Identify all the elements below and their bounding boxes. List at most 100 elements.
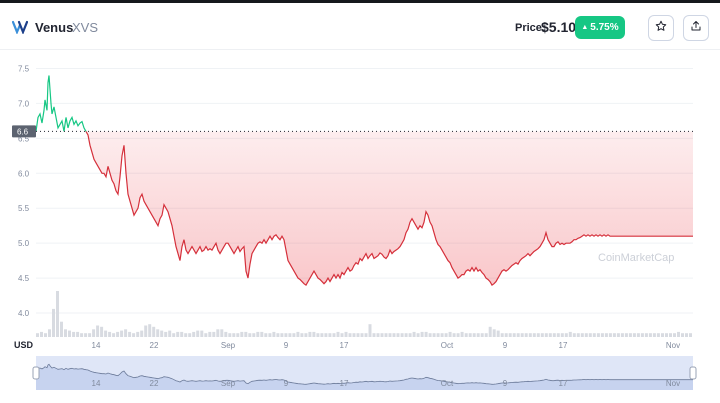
volume-bar [360, 333, 364, 337]
volume-bar [492, 329, 496, 337]
volume-bar [496, 330, 500, 337]
volume-bar [476, 333, 480, 337]
volume-bar [524, 333, 528, 337]
volume-bar [576, 333, 580, 337]
navigator-tick-label: Oct [441, 379, 454, 388]
volume-bar [344, 331, 348, 337]
chart-header: Venus XVS Price: $5.10 ▲ 5.75% [0, 3, 720, 50]
volume-bar [448, 331, 452, 337]
volume-bar [320, 333, 324, 337]
navigator-tick-label: 17 [340, 379, 349, 388]
navigator-line [35, 363, 693, 385]
volume-bar [268, 333, 272, 337]
volume-bar [316, 333, 320, 337]
volume-bar [200, 330, 204, 337]
volume-bar [556, 333, 560, 337]
volume-bar [632, 333, 636, 337]
volume-bar [116, 331, 120, 337]
navigator-tick-label: 14 [92, 379, 101, 388]
volume-bar [240, 331, 244, 337]
x-axis: 14 22 Sep 9 17 Oct 9 17 Nov [92, 341, 681, 350]
navigator-left-handle[interactable] [32, 366, 40, 380]
volume-bar [612, 333, 616, 337]
volume-bar [244, 331, 248, 337]
volume-bar [356, 333, 360, 337]
volume-bar [216, 329, 220, 337]
top-border [0, 0, 720, 3]
volume-bar [276, 333, 280, 337]
share-button[interactable] [683, 15, 709, 41]
venus-logo-icon [11, 20, 29, 35]
volume-bar [548, 333, 552, 337]
navigator-tick-label: Sep [221, 379, 236, 388]
volume-bar [616, 333, 620, 337]
price-chart[interactable]: 7.5 7.0 6.5 6.0 5.5 5.0 4.5 4.0 6.6 CoinMarketC… [0, 50, 720, 403]
volume-bar [673, 333, 676, 337]
volume-bar [536, 333, 540, 337]
volume-bar [36, 333, 39, 337]
volume-bar [188, 333, 192, 337]
volume-bar [528, 333, 532, 337]
volume-bar [665, 333, 668, 337]
volume-bar [300, 333, 304, 337]
volume-bar [48, 329, 51, 337]
volume-bar [92, 329, 96, 337]
volume-bar [669, 333, 672, 337]
volume-bar [352, 333, 356, 337]
navigator-tick-label: 17 [559, 379, 568, 388]
y-tick-label: 6.0 [18, 169, 30, 178]
volume-bar [652, 333, 656, 337]
volume-bar [396, 333, 400, 337]
navigator-tick-label: Nov [666, 379, 680, 388]
navigator-area [36, 364, 693, 390]
x-tick-label: 9 [503, 341, 508, 350]
range-navigator[interactable]: 14 22 Sep 9 17 Oct 9 17 Nov [32, 356, 697, 390]
volume-bar [636, 333, 640, 337]
volume-bar [212, 331, 216, 337]
volume-bar [608, 333, 612, 337]
volume-bar [256, 331, 260, 337]
volume-bar [296, 331, 300, 337]
volume-bar [661, 333, 664, 337]
volume-bar [584, 333, 588, 337]
y-tick-label: 4.0 [18, 309, 30, 318]
volume-bar [272, 331, 276, 337]
volume-bar [108, 331, 112, 337]
share-icon [690, 19, 702, 37]
volume-bar [428, 333, 432, 337]
coin-name: Venus [35, 20, 74, 35]
price-change-value: 5.75% [590, 22, 619, 33]
volume-bar [400, 333, 404, 337]
navigator-tick-label: 22 [150, 379, 159, 388]
volume-bar [224, 331, 228, 337]
volume-bar [512, 333, 516, 337]
volume-bar [368, 324, 372, 337]
volume-bar [96, 325, 100, 337]
volume-bar [544, 333, 548, 337]
volume-bar [332, 333, 336, 337]
volume-bar [384, 333, 388, 337]
y-axis-unit: USD [14, 340, 34, 350]
navigator-right-handle[interactable] [689, 366, 697, 380]
watchlist-star-button[interactable] [648, 15, 674, 41]
volume-bar [656, 333, 660, 337]
volume-bar [424, 331, 428, 337]
volume-bar [328, 333, 332, 337]
volume-bar [604, 333, 608, 337]
volume-bar [464, 333, 468, 337]
price-change-badge: ▲ 5.75% [575, 16, 625, 39]
volume-bar [572, 333, 576, 337]
volume-bar [192, 331, 196, 337]
volume-bar [152, 326, 156, 337]
volume-bar [40, 331, 43, 337]
volume-bar [372, 333, 376, 337]
volume-bar [568, 331, 572, 337]
volume-bar [120, 330, 124, 337]
volume-bar [136, 331, 140, 337]
volume-bar [336, 331, 340, 337]
volume-bar [440, 333, 444, 337]
volume-bar [588, 333, 592, 337]
price-label: Price: [515, 22, 546, 34]
volume-bar [596, 333, 600, 337]
volume-bar [104, 330, 108, 337]
